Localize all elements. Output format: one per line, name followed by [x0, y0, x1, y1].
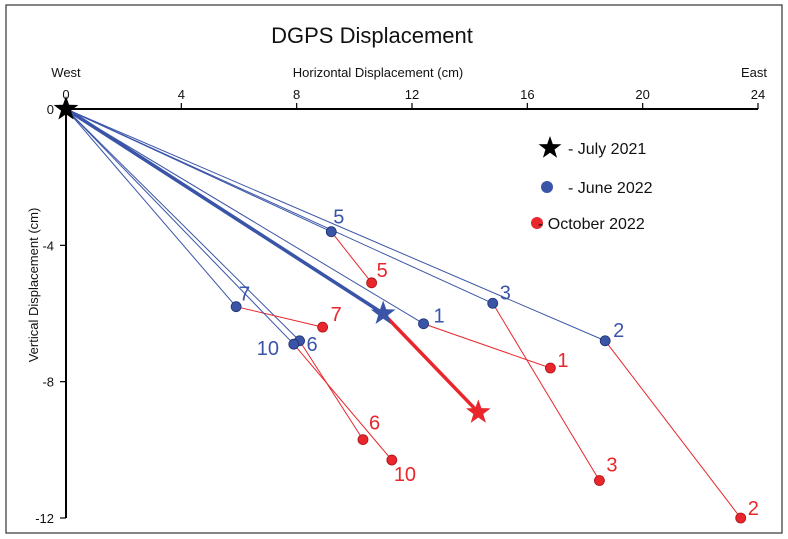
origin-star-icon: [53, 96, 79, 120]
october-point-2: [735, 512, 747, 524]
mean-path-october: [381, 312, 480, 414]
link-origin-to-june-6: [65, 108, 300, 342]
link-june-to-october-10: [293, 343, 393, 461]
october-point-5: [366, 277, 378, 289]
x-tick-label: 12: [405, 87, 419, 102]
x-axis-label: Horizontal Displacement (cm): [293, 65, 464, 80]
link-origin-to-june-10: [65, 108, 295, 345]
x-right-label: East: [741, 65, 767, 80]
june-label-6: 6: [307, 334, 318, 356]
june-point-5: [325, 226, 337, 238]
link-june-to-october-5: [330, 231, 373, 284]
link-june-to-october-2: [604, 340, 742, 519]
october-label-6: 6: [369, 413, 380, 435]
june-label-3: 3: [500, 282, 511, 304]
october-label-2: 2: [748, 498, 759, 520]
june-point-3: [487, 297, 499, 309]
june-point-2: [599, 335, 611, 347]
x-tick-label: 16: [520, 87, 534, 102]
link-origin-to-june-5: [65, 108, 332, 233]
y-axis-label: Vertical Displacement (cm): [26, 208, 41, 363]
legend-label: - October 2022: [538, 216, 645, 233]
y-tick-label: -8: [42, 375, 54, 390]
displacement-links: [65, 107, 742, 519]
june-point-10: [288, 338, 300, 350]
x-tick-label: 20: [635, 87, 649, 102]
june-label-5: 5: [333, 207, 344, 229]
y-tick-label: 0: [47, 102, 54, 117]
mean-october-star-icon: [465, 399, 491, 423]
x-tick-label: 24: [751, 87, 765, 102]
legend-circle-icon: [531, 217, 543, 229]
october-point-10: [386, 454, 398, 466]
link-june-to-october-3: [492, 303, 600, 481]
legend-label: - June 2022: [568, 180, 653, 197]
link-origin-to-june-2: [65, 108, 606, 342]
legend: - July 2021 - June 2022 - October 2022: [531, 136, 653, 233]
october-point-7: [317, 321, 329, 333]
october-point-1: [545, 362, 556, 374]
x-tick-label: 0: [62, 87, 69, 102]
chart-title: DGPS Displacement: [271, 23, 473, 48]
june-label-2: 2: [613, 320, 624, 342]
june-label-7: 7: [239, 284, 250, 306]
october-point-6: [357, 434, 369, 446]
october-label-1: 1: [557, 350, 568, 372]
x-tick-label: 4: [178, 87, 185, 102]
link-origin-to-june-1: [65, 108, 424, 325]
y-tick-label: -12: [35, 511, 54, 526]
october-label-3: 3: [606, 455, 617, 477]
october-label-5: 5: [377, 260, 388, 282]
october-point-3: [594, 475, 605, 486]
chart-frame: [5, 4, 783, 534]
legend-star-icon: [538, 136, 562, 158]
june-label-1: 1: [434, 306, 445, 328]
link-origin-to-june-7: [65, 108, 237, 308]
mean-path-june: [65, 107, 385, 315]
axes: 0 4 8 12 16 20 240-4-8-12: [35, 87, 765, 526]
link-june-to-october-6: [299, 340, 364, 440]
june-label-10: 10: [257, 338, 279, 360]
june-point-1: [418, 318, 429, 330]
x-tick-label: 8: [293, 87, 300, 102]
link-june-to-october-7: [236, 306, 323, 328]
legend-label: - July 2021: [568, 141, 646, 158]
data-marks: [53, 96, 747, 524]
y-tick-label: -4: [42, 238, 54, 253]
x-left-label: West: [51, 65, 81, 80]
legend-circle-icon: [541, 181, 553, 193]
june-point-7: [230, 301, 242, 313]
october-label-7: 7: [331, 304, 342, 326]
mean-june-star-icon: [370, 300, 396, 325]
october-label-10: 10: [394, 464, 416, 486]
link-june-to-october-1: [423, 323, 551, 369]
